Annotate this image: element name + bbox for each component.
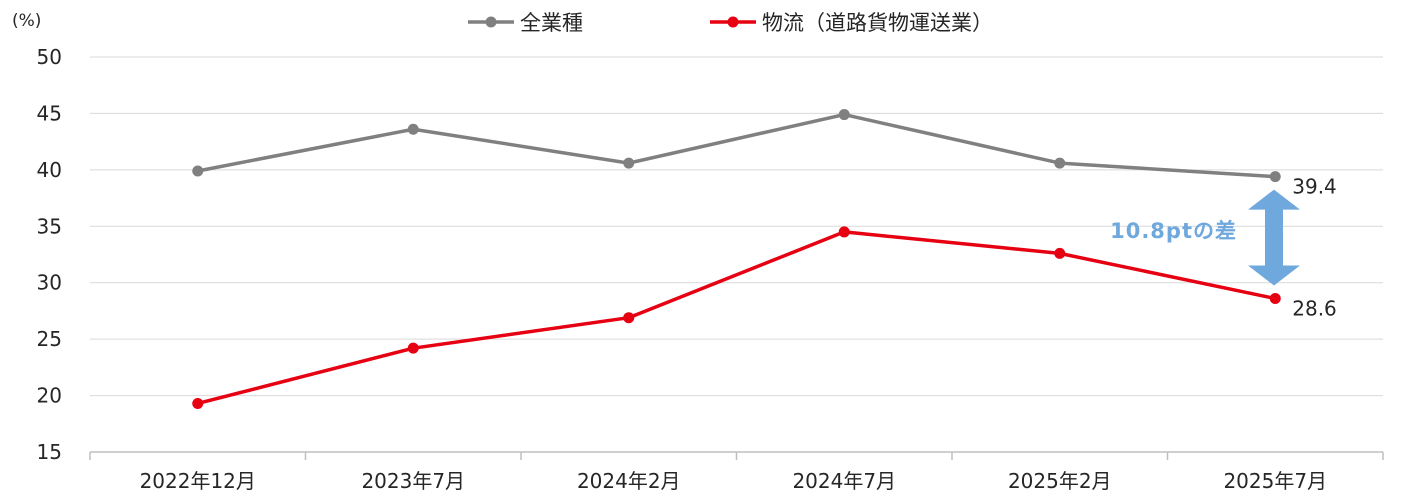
legend-item: 全業種 bbox=[468, 11, 583, 35]
grid-lines bbox=[90, 56, 1383, 397]
x-tick-label: 2024年7月 bbox=[792, 469, 896, 493]
x-tick-label: 2025年2月 bbox=[1008, 469, 1112, 493]
data-point bbox=[407, 123, 419, 135]
data-point bbox=[623, 157, 635, 169]
data-point bbox=[838, 226, 850, 238]
y-tick-label: 15 bbox=[37, 440, 62, 464]
data-label: 39.4 bbox=[1292, 175, 1337, 199]
data-point bbox=[192, 397, 204, 409]
data-point bbox=[1054, 157, 1066, 169]
y-tick-label: 20 bbox=[37, 384, 62, 408]
legend: 全業種 物流（道路貨物運送業） bbox=[468, 11, 993, 35]
data-labels: 39.4 28.6 bbox=[1292, 175, 1337, 321]
legend-marker bbox=[485, 16, 497, 28]
y-axis-ticks: 15 20 25 30 35 40 45 50 bbox=[37, 45, 62, 464]
y-tick-label: 30 bbox=[37, 271, 62, 295]
data-label: 28.6 bbox=[1292, 297, 1337, 321]
x-tick-label: 2024年2月 bbox=[577, 469, 681, 493]
data-point bbox=[623, 312, 635, 324]
data-point bbox=[838, 109, 850, 121]
y-tick-label: 40 bbox=[37, 158, 62, 182]
data-point bbox=[1054, 247, 1066, 259]
series-group bbox=[192, 109, 1281, 409]
legend-label: 全業種 bbox=[520, 11, 583, 35]
series-line-1 bbox=[196, 230, 1277, 406]
data-point bbox=[407, 342, 419, 354]
y-unit-label: (%) bbox=[12, 11, 41, 31]
gap-annotation-text: 10.8ptの差 bbox=[1110, 219, 1237, 243]
gap-arrow bbox=[1248, 189, 1300, 286]
x-tick-label: 2022年12月 bbox=[140, 469, 256, 493]
y-tick-label: 50 bbox=[37, 45, 62, 69]
series-line-0 bbox=[196, 112, 1277, 179]
gap-annotation: 10.8ptの差 bbox=[1110, 189, 1300, 286]
legend-label: 物流（道路貨物運送業） bbox=[762, 11, 993, 35]
x-tick-label: 2025年7月 bbox=[1223, 469, 1327, 493]
legend-marker bbox=[727, 16, 739, 28]
x-tick-label: 2023年7月 bbox=[361, 469, 465, 493]
y-tick-label: 25 bbox=[37, 327, 62, 351]
data-point bbox=[1269, 171, 1281, 183]
data-point bbox=[192, 165, 204, 177]
y-tick-label: 35 bbox=[37, 214, 62, 238]
x-axis bbox=[89, 451, 1384, 460]
legend-item: 物流（道路貨物運送業） bbox=[710, 11, 993, 35]
y-tick-label: 45 bbox=[37, 101, 62, 125]
data-point bbox=[1269, 293, 1281, 305]
x-axis-ticks: 2022年12月 2023年7月 2024年2月 2024年7月 2025年2月 2025… bbox=[140, 469, 1327, 493]
